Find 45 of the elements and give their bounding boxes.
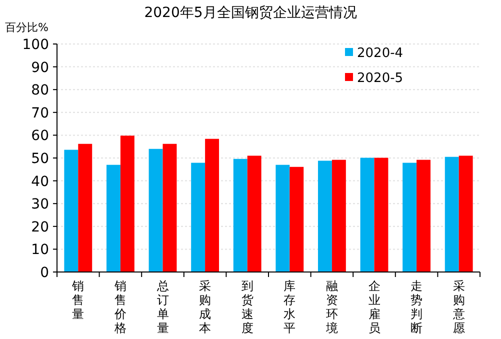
legend-label: 2020-4: [357, 46, 404, 61]
x-tick-label: 采购成本: [199, 279, 212, 335]
y-tick-label: 40: [31, 174, 49, 190]
bar: [360, 158, 374, 272]
x-tick-label: 销售量: [71, 279, 84, 321]
x-tick-label: 库存水平: [284, 279, 296, 335]
bar: [444, 156, 459, 272]
y-tick-label: 70: [31, 105, 49, 122]
bar: [78, 144, 92, 272]
y-tick-label: 60: [31, 128, 49, 144]
y-axis-title: 百分比%: [5, 21, 48, 34]
bar: [290, 166, 304, 272]
bar: [148, 148, 163, 272]
chart-title: 2020年5月全国钢贸企业运营情况: [144, 5, 357, 21]
y-tick-label: 80: [31, 82, 49, 99]
bar: [120, 136, 134, 272]
bar: [247, 156, 262, 272]
x-tick-label: 销售价格: [113, 279, 126, 335]
bar: [233, 158, 248, 272]
bar: [416, 160, 431, 272]
bar: [64, 150, 78, 272]
bar: [205, 138, 220, 272]
bar: [318, 160, 332, 272]
bar: [191, 162, 206, 272]
bar: [402, 162, 417, 272]
bar: [458, 156, 473, 272]
x-tick-label: 总订单量: [156, 279, 169, 335]
x-tick-label: 到货速度: [241, 279, 254, 335]
x-tick-label: 企业雇员: [368, 279, 380, 335]
legend-label: 2020-5: [357, 71, 404, 86]
y-tick-label: 50: [31, 151, 49, 167]
x-tick-label: 采购意愿: [452, 279, 465, 335]
y-tick-label: 30: [31, 196, 49, 213]
bar: [332, 160, 346, 272]
bar: [106, 164, 120, 272]
bar: [276, 164, 290, 272]
bar: [162, 144, 177, 272]
y-tick-label: 10: [31, 242, 49, 258]
y-tick-label: 0: [40, 265, 49, 281]
y-tick-label: 20: [31, 219, 49, 236]
y-tick-label: 90: [31, 60, 49, 76]
x-tick-label: 走势判断: [410, 279, 423, 335]
y-tick-label: 100: [22, 37, 49, 53]
x-tick-label: 融资环境: [324, 279, 338, 335]
bar: [374, 158, 388, 272]
